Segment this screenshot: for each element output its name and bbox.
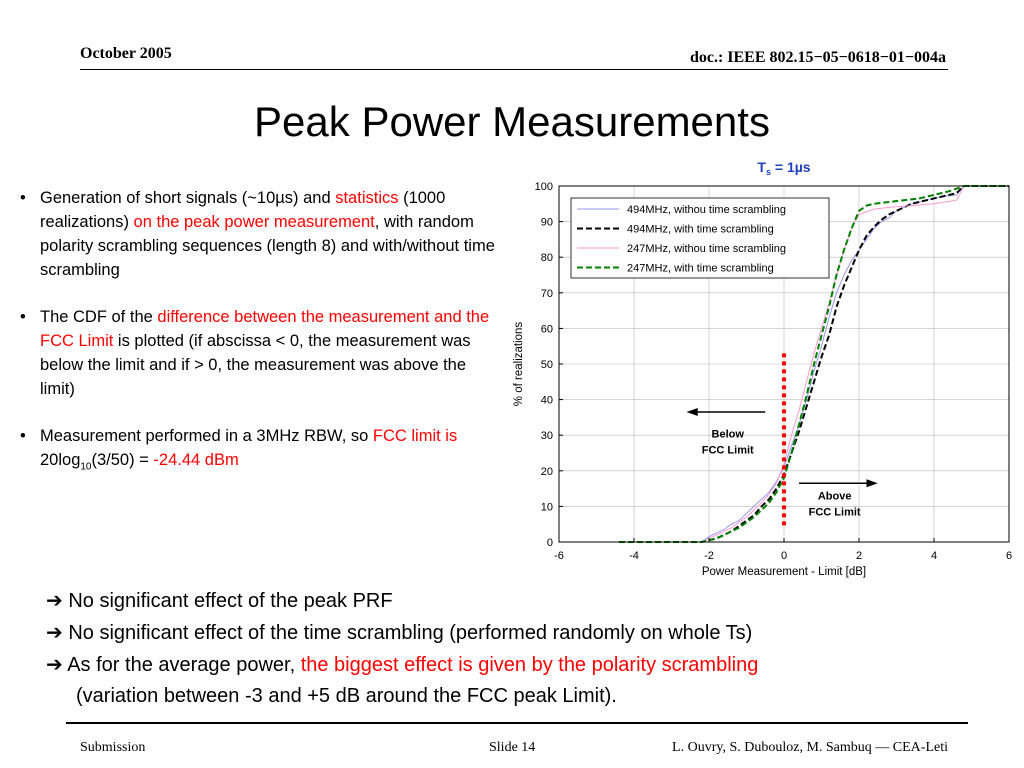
right-arrow-icon: ➔ xyxy=(46,588,63,612)
x-tick-label: -2 xyxy=(704,550,714,562)
right-arrow-icon: ➔ xyxy=(46,620,63,644)
bullet-list: • Generation of short signals (~10µs) an… xyxy=(18,186,498,502)
bullet-item: • Generation of short signals (~10µs) an… xyxy=(18,186,498,282)
header-date: October 2005 xyxy=(80,45,172,62)
conclusion-text: No significant effect of the peak PRF xyxy=(68,590,393,612)
below-arrow-head-icon xyxy=(686,408,698,417)
y-tick-label: 20 xyxy=(541,466,553,478)
conclusion-text: (variation between -3 and +5 dB around t… xyxy=(76,685,617,707)
x-tick-label: 0 xyxy=(781,550,787,562)
y-tick-label: 30 xyxy=(541,430,553,442)
footer-submission: Submission xyxy=(80,740,146,755)
bullet-text: (3/50) = xyxy=(91,451,154,469)
bullet-text: The CDF of the xyxy=(40,308,158,326)
bullet-text: (1000 realizations) xyxy=(40,189,446,231)
below-label-2: FCC Limit xyxy=(702,444,754,456)
bullet-dot: • xyxy=(20,189,26,207)
header-divider xyxy=(80,69,948,70)
series-line xyxy=(626,185,1009,543)
x-axis-label: Power Measurement - Limit [dB] xyxy=(702,566,866,578)
conclusion-text: As for the average power, xyxy=(67,654,301,676)
bullet-highlight: FCC limit is xyxy=(372,427,458,445)
x-tick-label: 2 xyxy=(856,550,862,562)
conclusions: ➔ No significant effect of the peak PRF … xyxy=(46,585,1006,712)
footer-authors: L. Ouvry, S. Dubouloz, M. Sambuq — CEA-L… xyxy=(672,740,948,755)
chart-title-rest: = 1µs xyxy=(771,159,811,175)
slide-title: Peak Power Measurements xyxy=(254,98,770,145)
y-tick-label: 40 xyxy=(541,395,553,407)
y-tick-label: 80 xyxy=(541,252,553,264)
bullet-highlight: statistics xyxy=(335,189,399,207)
bullet-item: • Measurement performed in a 3MHz RBW, s… xyxy=(18,424,498,479)
y-axis-label: % of realizations xyxy=(513,322,525,407)
conclusion-text: No significant effect of the time scramb… xyxy=(68,622,753,644)
conclusion-line: (variation between -3 and +5 dB around t… xyxy=(46,681,1006,712)
chart-title-subscript: s xyxy=(766,167,771,177)
bullet-subscript: 10 xyxy=(80,461,92,473)
y-tick-label: 10 xyxy=(541,501,553,513)
bullet-text: 20log xyxy=(40,451,81,469)
conclusion-highlight: the biggest effect is given by the polar… xyxy=(300,654,759,676)
legend-label: 247MHz, withou time scrambling xyxy=(627,243,786,255)
bullet-dot: • xyxy=(20,427,26,445)
conclusion-line: ➔ No significant effect of the peak PRF xyxy=(46,585,1006,617)
bullet-highlight: difference between the measurement and t… xyxy=(40,308,490,350)
legend-label: 494MHz, with time scrambling xyxy=(627,224,774,236)
bullet-item: • The CDF of the difference between the … xyxy=(18,305,498,401)
legend-label: 247MHz, with time scrambling xyxy=(627,263,774,275)
legend-box xyxy=(570,197,830,279)
chart-title: Ts = 1µs xyxy=(757,159,810,177)
below-label-1: Below xyxy=(712,428,745,440)
chart-title-main: T xyxy=(757,159,766,175)
legend-label: 494MHz, withou time scrambling xyxy=(627,204,786,216)
footer-slide-number: Slide 14 xyxy=(489,740,536,755)
bullet-highlight: on the peak power measurement xyxy=(133,213,375,231)
above-label-1: Above xyxy=(818,491,852,503)
x-tick-label: 6 xyxy=(1006,550,1012,562)
series-line xyxy=(619,185,1009,543)
y-tick-label: 70 xyxy=(541,288,553,300)
conclusion-line: ➔ No significant effect of the time scra… xyxy=(46,617,1006,649)
header-doc-id: doc.: IEEE 802.15−05−0618−01−004a xyxy=(689,49,946,66)
y-tick-label: 0 xyxy=(547,537,553,549)
y-tick-label: 90 xyxy=(541,217,553,229)
x-tick-label: -4 xyxy=(629,550,639,562)
bullet-dot: • xyxy=(20,308,26,326)
bullet-highlight: -24.44 dBm xyxy=(153,451,239,469)
bullet-text: is plotted (if abscissa < 0, the measure… xyxy=(40,332,471,398)
above-label-2: FCC Limit xyxy=(809,507,861,519)
right-arrow-icon: ➔ xyxy=(46,652,63,676)
y-tick-label: 50 xyxy=(541,359,553,371)
bullet-text: Generation of short signals (~10µs) and xyxy=(40,189,336,207)
bullet-text: , with random polarity scrambling sequen… xyxy=(40,213,495,279)
conclusion-line: ➔ As for the average power, the biggest … xyxy=(46,649,1006,681)
y-tick-label: 60 xyxy=(541,323,553,335)
above-arrow-head-icon xyxy=(866,479,878,488)
bullet-text: Measurement performed in a 3MHz RBW, so xyxy=(40,427,373,445)
footer-divider xyxy=(66,722,968,724)
series-line xyxy=(626,185,1009,543)
y-tick-label: 100 xyxy=(535,181,553,193)
x-tick-label: -6 xyxy=(554,550,564,562)
x-tick-label: 4 xyxy=(931,550,937,562)
